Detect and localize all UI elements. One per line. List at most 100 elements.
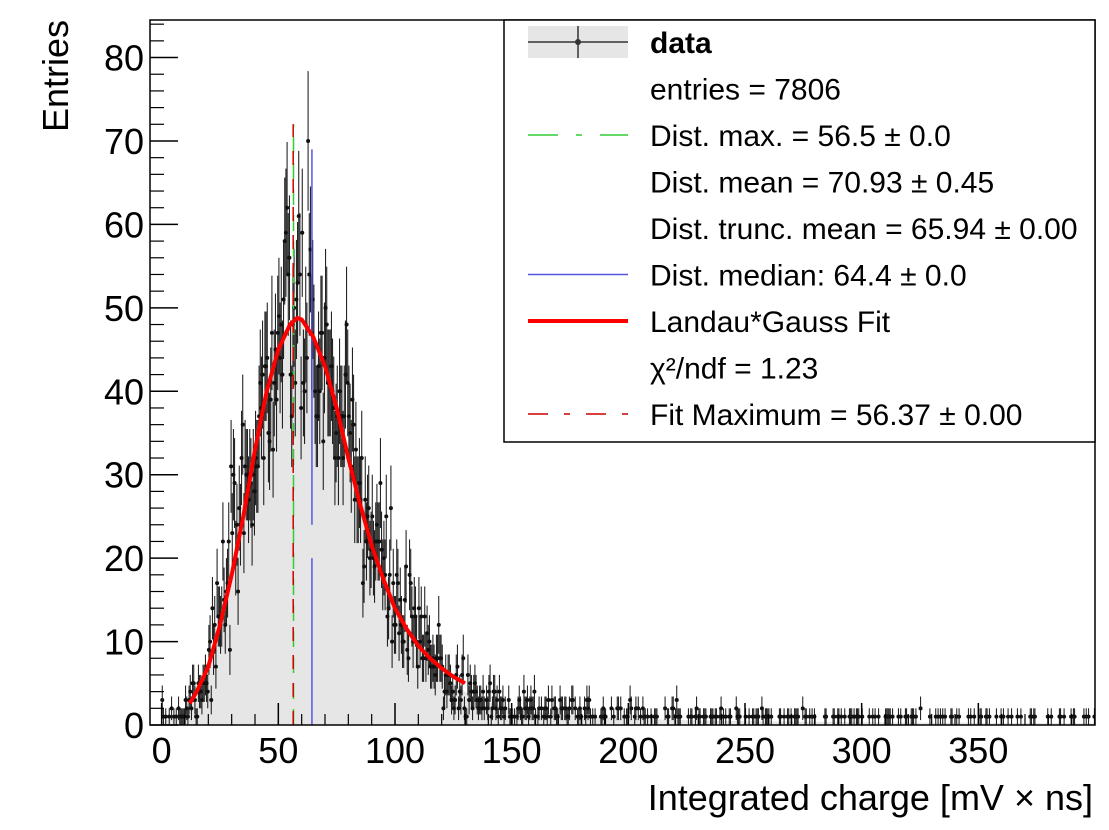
data-point (227, 624, 232, 675)
data-point (482, 696, 487, 721)
data-point (304, 302, 309, 414)
data-point (796, 708, 801, 725)
data-point (671, 696, 676, 721)
data-point (461, 634, 466, 682)
y-tick-label: 30 (104, 455, 144, 496)
data-point (408, 548, 413, 618)
data-point (573, 696, 578, 721)
data-point (769, 708, 774, 725)
data-point (215, 548, 220, 618)
y-axis-title: Entries (35, 20, 76, 132)
data-point (209, 685, 214, 715)
x-tick-label: 250 (715, 730, 775, 771)
data-point (436, 595, 441, 654)
data-point (271, 401, 276, 498)
data-point (618, 696, 623, 721)
data-point (406, 634, 411, 682)
data-point (174, 708, 179, 725)
data-point (728, 708, 733, 725)
data-point (503, 696, 508, 721)
data-point (957, 708, 962, 725)
data-point (1072, 708, 1077, 725)
data-point (250, 483, 255, 566)
data-point (331, 356, 336, 460)
data-point (384, 474, 389, 559)
data-point (465, 654, 470, 696)
data-point (645, 708, 650, 725)
data-point (1018, 708, 1023, 725)
data-point (898, 708, 903, 725)
data-point (419, 586, 424, 647)
data-point (521, 674, 526, 709)
data-point (904, 708, 909, 725)
data-point (416, 576, 421, 640)
y-axis: 0 10 20 30 40 50 60 70 80 (104, 23, 178, 746)
legend-marker-dot (575, 39, 581, 45)
data-point (804, 708, 809, 725)
annotation-lines-layer (187, 124, 466, 725)
data-point (220, 502, 225, 581)
data-point (232, 438, 237, 528)
legend-entry: Landau*Gauss Fit (528, 306, 891, 339)
data-point (213, 644, 218, 689)
data-point (230, 493, 235, 574)
data-point (395, 548, 400, 618)
legend-box (503, 19, 1096, 443)
legend-label: Dist. trunc. mean = 65.94 ± 0.00 (650, 213, 1078, 246)
data-point (525, 685, 530, 715)
data-point (943, 708, 948, 725)
data-point (654, 708, 659, 725)
data-point (747, 708, 752, 725)
data-point (388, 465, 393, 551)
data-point (458, 685, 463, 715)
x-tick-label: 0 (152, 730, 172, 771)
legend-label: data (650, 27, 712, 60)
data-point (567, 696, 572, 721)
data-point (229, 419, 234, 513)
y-tick-label: 50 (104, 288, 144, 329)
data-point (629, 696, 634, 721)
data-point (867, 708, 872, 725)
data-point (873, 708, 878, 725)
data-point (415, 644, 420, 689)
y-tick-label: 10 (104, 622, 144, 663)
legend-entry: Dist. mean = 70.93 ± 0.45 (650, 167, 994, 200)
data-point (422, 586, 427, 647)
legend: data entries = 7806 Dist. max. = 56.5 ± 0.… (503, 19, 1096, 443)
data-point (297, 213, 302, 336)
data-point (274, 347, 279, 452)
data-point (210, 576, 215, 640)
data-point (520, 708, 525, 725)
data-point (638, 708, 643, 725)
data-point (285, 142, 290, 274)
data-point (532, 674, 537, 709)
legend-label: Landau*Gauss Fit (650, 306, 891, 339)
legend-entry: entries = 7806 (650, 74, 841, 107)
data-point (324, 266, 329, 383)
data-point (1009, 708, 1014, 725)
data-point (450, 674, 455, 709)
data-point (856, 708, 861, 725)
data-point (587, 685, 592, 715)
data-point (481, 674, 486, 709)
data-point (163, 708, 168, 725)
data-point (453, 685, 458, 715)
data-point (1049, 708, 1054, 725)
data-point (548, 708, 553, 725)
data-point (295, 222, 300, 344)
data-point (320, 275, 325, 391)
data-point (832, 708, 837, 725)
legend-entry: Dist. max. = 56.5 ± 0.0 (528, 120, 951, 153)
legend-entry: Dist. trunc. mean = 65.94 ± 0.00 (650, 213, 1078, 246)
legend-label: entries = 7806 (650, 74, 841, 107)
data-point (636, 696, 641, 721)
data-point (205, 674, 210, 709)
x-tick-label: 100 (365, 730, 425, 771)
data-point (261, 410, 266, 506)
data-point (455, 644, 460, 689)
x-tick-label: 150 (482, 730, 542, 771)
data-point (545, 708, 550, 725)
data-point (1006, 708, 1011, 725)
data-point (336, 410, 341, 506)
